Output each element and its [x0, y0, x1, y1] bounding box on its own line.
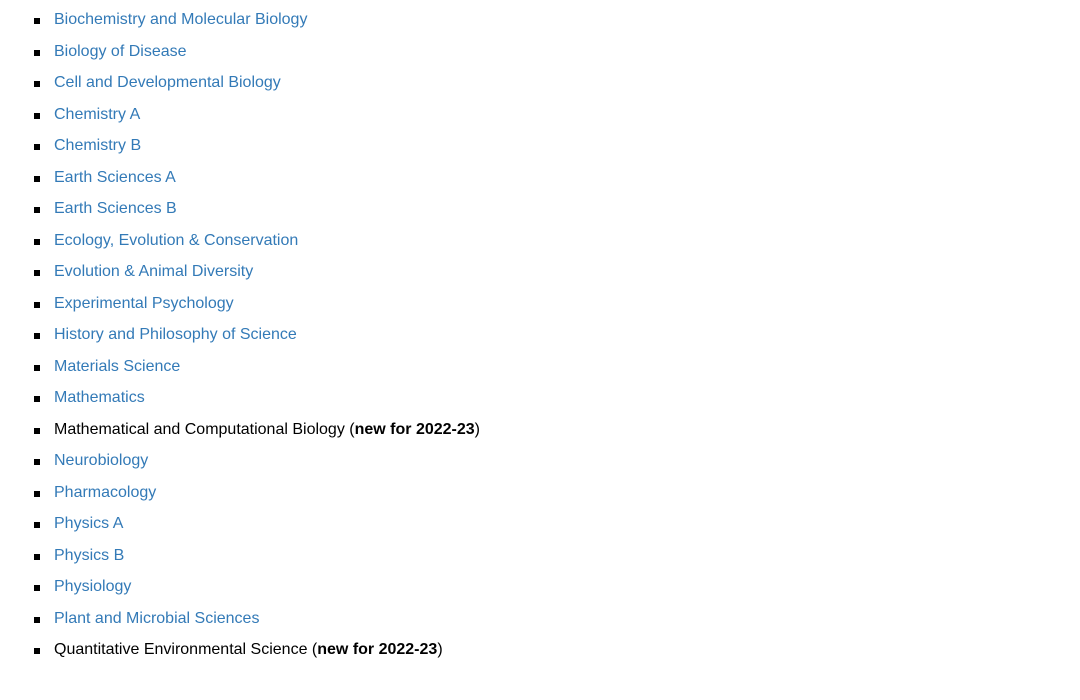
new-badge: new for 2022-23	[317, 641, 437, 658]
list-item: History and Philosophy of Science	[34, 323, 1080, 347]
square-bullet-icon	[34, 18, 40, 24]
subject-link[interactable]: Physiology	[54, 578, 131, 595]
subject-link[interactable]: Chemistry B	[54, 137, 141, 154]
subject-link[interactable]: Plant and Microbial Sciences	[54, 610, 259, 627]
square-bullet-icon	[34, 365, 40, 371]
list-item: Physiology	[34, 575, 1080, 599]
square-bullet-icon	[34, 176, 40, 182]
list-item: Physics B	[34, 544, 1080, 568]
square-bullet-icon	[34, 491, 40, 497]
subject-link[interactable]: Evolution & Animal Diversity	[54, 263, 253, 280]
list-item: Plant and Microbial Sciences	[34, 607, 1080, 631]
list-item: Biology of Disease	[34, 40, 1080, 64]
list-item: Earth Sciences A	[34, 166, 1080, 190]
square-bullet-icon	[34, 396, 40, 402]
square-bullet-icon	[34, 302, 40, 308]
subject-list: Biochemistry and Molecular Biology Biolog…	[34, 8, 1080, 662]
suffix-text: )	[437, 641, 442, 658]
suffix-text: )	[475, 421, 480, 438]
new-badge: new for 2022-23	[355, 421, 475, 438]
square-bullet-icon	[34, 144, 40, 150]
subject-link[interactable]: Biochemistry and Molecular Biology	[54, 11, 307, 28]
square-bullet-icon	[34, 617, 40, 623]
square-bullet-icon	[34, 333, 40, 339]
square-bullet-icon	[34, 50, 40, 56]
list-item: Biochemistry and Molecular Biology	[34, 8, 1080, 32]
subject-link[interactable]: Biology of Disease	[54, 43, 187, 60]
subject-link[interactable]: Experimental Psychology	[54, 295, 234, 312]
subject-link[interactable]: Materials Science	[54, 358, 180, 375]
list-item: Chemistry B	[34, 134, 1080, 158]
square-bullet-icon	[34, 81, 40, 87]
square-bullet-icon	[34, 522, 40, 528]
list-item: Pharmacology	[34, 481, 1080, 505]
list-item: Earth Sciences B	[34, 197, 1080, 221]
list-item: Ecology, Evolution & Conservation	[34, 229, 1080, 253]
subject-link[interactable]: Earth Sciences B	[54, 200, 177, 217]
square-bullet-icon	[34, 428, 40, 434]
list-item: Experimental Psychology	[34, 292, 1080, 316]
square-bullet-icon	[34, 554, 40, 560]
list-item: Quantitative Environmental Science (new …	[34, 638, 1080, 662]
subject-link[interactable]: Pharmacology	[54, 484, 156, 501]
list-item: Mathematical and Computational Biology (…	[34, 418, 1080, 442]
subject-link[interactable]: Cell and Developmental Biology	[54, 74, 281, 91]
subject-link[interactable]: Ecology, Evolution & Conservation	[54, 232, 298, 249]
subject-link[interactable]: Chemistry A	[54, 106, 140, 123]
list-item: Cell and Developmental Biology	[34, 71, 1080, 95]
list-item: Physics A	[34, 512, 1080, 536]
subject-link[interactable]: Physics A	[54, 515, 123, 532]
square-bullet-icon	[34, 459, 40, 465]
list-item: Mathematics	[34, 386, 1080, 410]
subject-link[interactable]: Physics B	[54, 547, 124, 564]
square-bullet-icon	[34, 270, 40, 276]
square-bullet-icon	[34, 648, 40, 654]
subject-text: Quantitative Environmental Science (	[54, 641, 317, 658]
list-item: Neurobiology	[34, 449, 1080, 473]
square-bullet-icon	[34, 207, 40, 213]
square-bullet-icon	[34, 239, 40, 245]
list-item: Evolution & Animal Diversity	[34, 260, 1080, 284]
subject-link[interactable]: Mathematics	[54, 389, 145, 406]
list-item: Chemistry A	[34, 103, 1080, 127]
subject-link[interactable]: History and Philosophy of Science	[54, 326, 297, 343]
list-item: Materials Science	[34, 355, 1080, 379]
subject-link[interactable]: Neurobiology	[54, 452, 148, 469]
square-bullet-icon	[34, 113, 40, 119]
subject-text: Mathematical and Computational Biology (	[54, 421, 355, 438]
subject-link[interactable]: Earth Sciences A	[54, 169, 176, 186]
square-bullet-icon	[34, 585, 40, 591]
